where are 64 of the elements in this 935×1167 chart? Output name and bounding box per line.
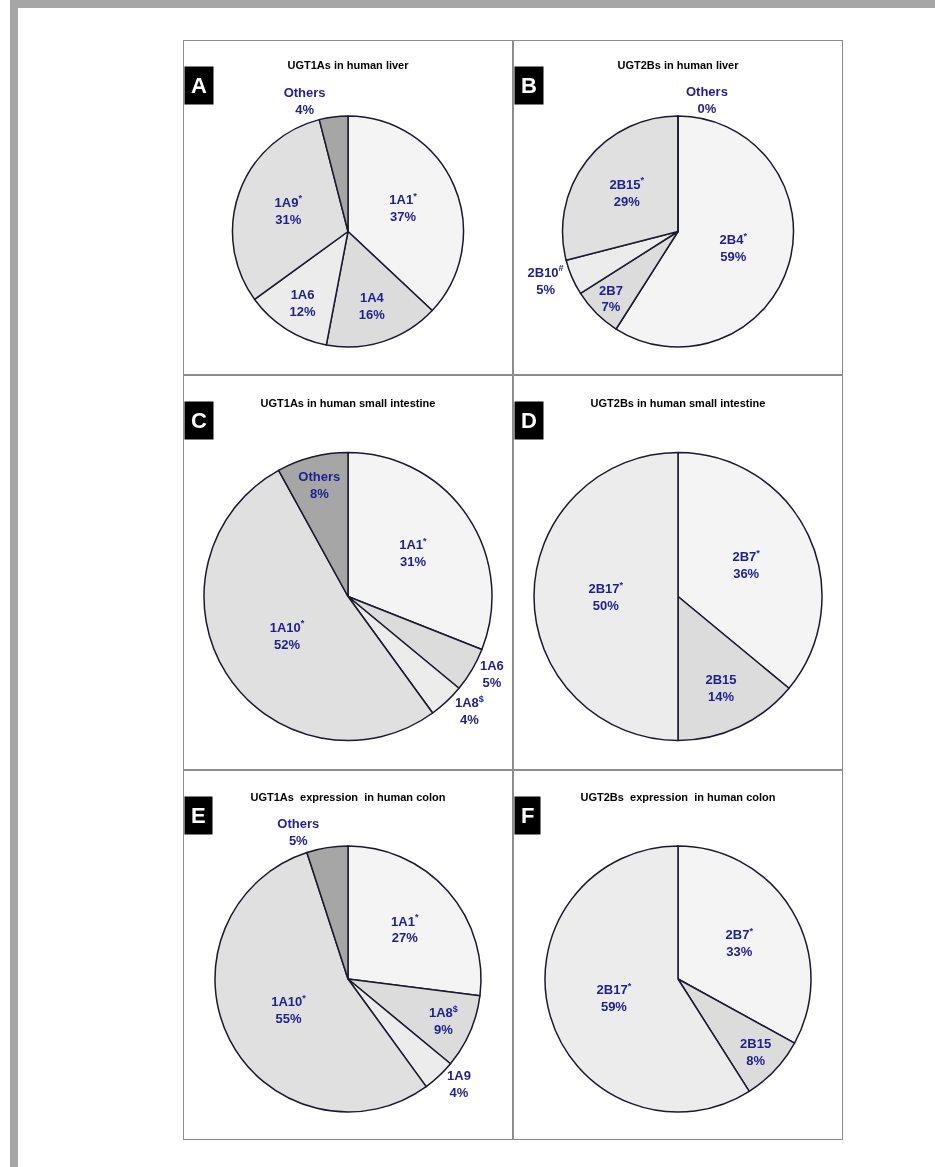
data-label: 5% [536,281,556,297]
data-label: 8% [309,485,330,501]
slice-label: 1A10$^{*}$ [271,992,307,1009]
slice-label: 2B7 [599,282,623,298]
slice-label: 1A1$^{*}$ [389,190,418,208]
data-label: 33% [726,944,753,960]
slice-label: 1A8$^{$}$ [428,1003,458,1021]
text: D [521,408,537,433]
data-label: 31% [399,553,427,569]
slice-label: 2B15 [705,671,737,687]
text: B [521,73,537,98]
data-label: 16% [358,306,386,322]
slice-label: 2B15 [740,1035,772,1051]
slice-label: 1A9 [447,1068,471,1084]
data-label: 4% [449,1085,469,1101]
text: 0% [697,101,717,116]
slice-label: 1A4 [359,289,385,305]
chart-title: UGT2Bs in human liver [617,58,740,71]
data-label: 7% [601,299,621,315]
slice-label: 1A1$^{*}$ [399,535,428,552]
slice-label: 2B17$^{*}$ [588,579,624,597]
chart-title: UGT2Bs expression in human colon [580,790,776,803]
slice-label: Others [283,85,326,101]
text: C [191,408,207,433]
category-label: Others [685,84,728,100]
chart-title: UGT2Bs in human small intestine [590,397,766,410]
slice-label: 2B15$^{*}$ [609,175,645,192]
data-label: 37% [390,209,417,225]
data-label: 14% [707,688,735,704]
data-label: 55% [275,1010,302,1026]
data-label: 12% [289,303,316,319]
slice-label: 1A9$^{*}$ [274,193,303,210]
text: A [191,73,207,98]
data-label: 27% [391,930,419,946]
data-label: 29% [613,193,641,209]
data-label: 31% [275,211,302,227]
slice-label: 1A8$^{$}$ [454,693,484,711]
slice-label: Others [277,816,320,832]
data-label: 5% [288,833,309,849]
data-label: 52% [273,636,301,652]
slice-label: 2B4$^{*}$ [719,230,748,248]
slice-label: 2B10$^{#}$ [527,263,564,280]
data-label: 9% [434,1021,454,1037]
slice-label: 2B17$^{*}$ [596,980,632,998]
slice-label: 2B7$^{*}$ [732,547,761,565]
slice-label: 1A6 [290,286,315,302]
slice-label: Others [298,468,341,484]
data-label: 4% [295,102,315,118]
data-label: 59% [600,999,628,1015]
chart-title: UGT1As expression in human colon [250,790,446,803]
slice-label: 1A10$^{*}$ [269,618,305,635]
slice-label: 2B7$^{*}$ [725,925,754,943]
text: F [521,803,535,828]
data-label: 8% [746,1052,766,1068]
chart-title: UGT1As in human small intestine [260,397,436,410]
chart-title: UGT1As in human liver [287,58,410,71]
slice-label: 1A6 [479,657,504,673]
data-label: 4% [459,712,480,728]
data-label: 59% [720,249,747,265]
data-label: 5% [482,674,502,690]
text: E [191,803,206,828]
data-label: 36% [733,565,760,581]
data-label: 50% [592,598,620,614]
slice-label: 1A1$^{*}$ [391,912,419,929]
